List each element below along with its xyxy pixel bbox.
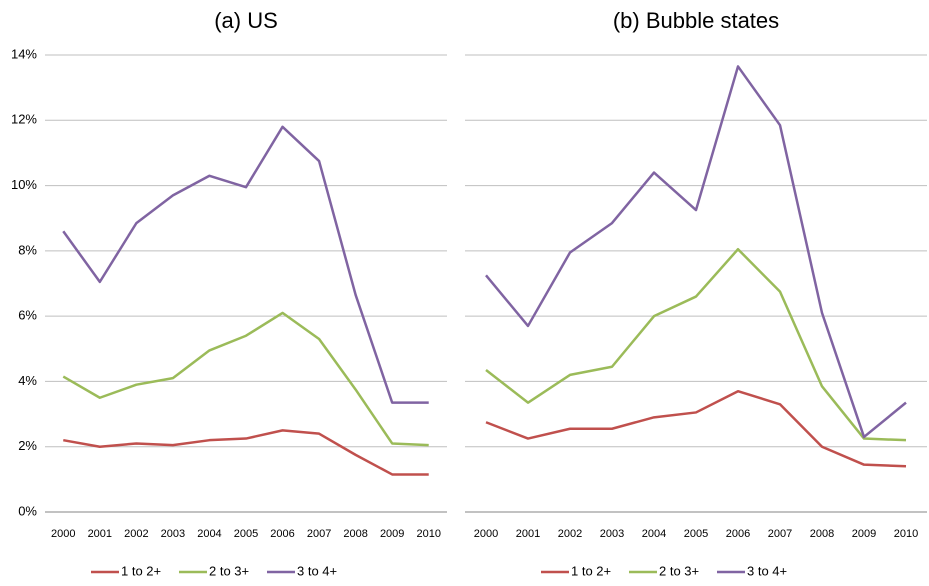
x-tick-label: 2005 xyxy=(684,528,708,540)
series-line xyxy=(62,311,429,447)
y-tick-label: 14% xyxy=(11,46,37,61)
x-tick-label: 2008 xyxy=(343,528,367,540)
legend-label: 3 to 4+ xyxy=(747,563,787,578)
legend-label: 3 to 4+ xyxy=(297,563,337,578)
legend-label: 2 to 3+ xyxy=(659,563,699,578)
series-line xyxy=(63,429,429,476)
x-tick-label: 2003 xyxy=(600,528,624,540)
x-tick-label: 2002 xyxy=(124,528,148,540)
x-tick-label: 2005 xyxy=(234,528,258,540)
x-tick-label: 2004 xyxy=(197,528,221,540)
x-tick-label: 2003 xyxy=(161,528,185,540)
x-tick-label: 2001 xyxy=(516,528,540,540)
x-tick-label: 2009 xyxy=(380,528,404,540)
x-tick-label: 2002 xyxy=(558,528,582,540)
series-line xyxy=(485,247,907,442)
x-tick-label: 2010 xyxy=(894,528,918,540)
series-line xyxy=(485,389,907,468)
x-tick-label: 2001 xyxy=(88,528,112,540)
y-tick-label: 10% xyxy=(11,177,37,192)
y-tick-label: 8% xyxy=(18,242,37,257)
chart-title: (b) Bubble states xyxy=(613,8,779,33)
y-tick-label: 0% xyxy=(18,503,37,518)
legend-label: 1 to 2+ xyxy=(121,563,161,578)
legend-label: 1 to 2+ xyxy=(571,563,611,578)
x-tick-label: 2010 xyxy=(416,528,440,540)
legend-label: 2 to 3+ xyxy=(209,563,249,578)
y-tick-label: 4% xyxy=(18,373,37,388)
chart-title: (a) US xyxy=(214,8,278,33)
series-line xyxy=(62,125,429,404)
x-tick-label: 2006 xyxy=(726,528,750,540)
x-tick-label: 2000 xyxy=(51,528,75,540)
series-line xyxy=(485,65,907,439)
y-tick-label: 2% xyxy=(18,438,37,453)
x-tick-label: 2007 xyxy=(768,528,792,540)
x-tick-label: 2006 xyxy=(270,528,294,540)
y-tick-label: 12% xyxy=(11,112,37,127)
x-tick-label: 2007 xyxy=(307,528,331,540)
x-tick-label: 2008 xyxy=(810,528,834,540)
x-tick-label: 2000 xyxy=(474,528,498,540)
x-tick-label: 2004 xyxy=(642,528,666,540)
x-tick-label: 2009 xyxy=(852,528,876,540)
y-tick-label: 6% xyxy=(18,308,37,323)
